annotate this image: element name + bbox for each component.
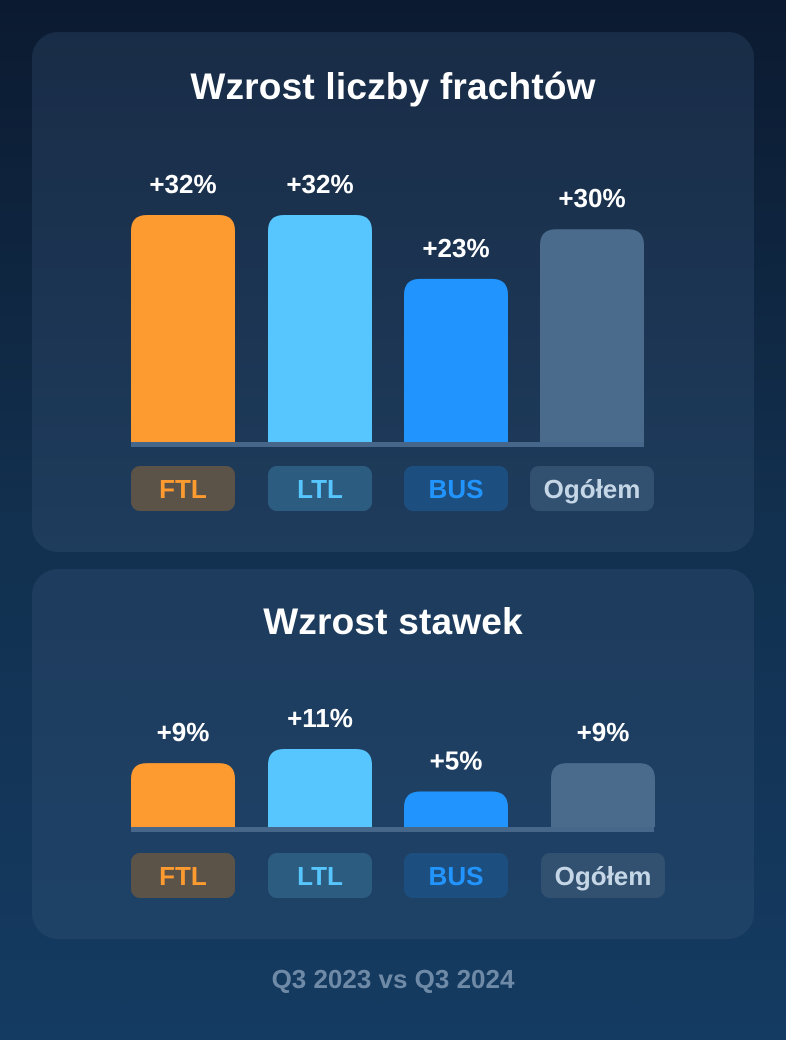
category-label-ltl: LTL: [297, 474, 343, 504]
value-label-total: +30%: [558, 183, 625, 213]
category-label-ltl: LTL: [297, 861, 343, 891]
category-badge-ltl: [268, 466, 372, 511]
bar-ltl: [268, 215, 372, 442]
category-label-total: Ogółem: [544, 474, 641, 504]
chart-baseline: [131, 442, 644, 447]
chart-baseline: [131, 827, 654, 832]
category-badge-ltl: [268, 853, 372, 898]
category-label-ftl: FTL: [159, 861, 207, 891]
value-label-ftl: +32%: [149, 169, 216, 199]
value-label-bus: +23%: [422, 233, 489, 263]
rate-growth-bar-chart: +9% FTL +11% LTL +5% BUS +9% Ogółem: [131, 703, 665, 898]
bar-ftl: [131, 763, 235, 827]
bar-ftl: [131, 215, 235, 442]
category-label-total: Ogółem: [555, 861, 652, 891]
category-label-bus: BUS: [429, 474, 484, 504]
category-label-bus: BUS: [429, 861, 484, 891]
value-label-ltl: +11%: [287, 703, 353, 733]
freight-volume-bar-chart: +32% FTL +32% LTL +23% BUS +30% Ogółem: [131, 169, 654, 511]
category-badge-total: [541, 853, 665, 898]
category-badge-bus: [404, 466, 508, 511]
category-badge-ftl: [131, 853, 235, 898]
value-label-ltl: +32%: [286, 169, 353, 199]
value-label-total: +9%: [577, 717, 630, 747]
value-label-bus: +5%: [430, 746, 483, 776]
bar-ltl: [268, 749, 372, 827]
category-label-ftl: FTL: [159, 474, 207, 504]
bar-total: [551, 763, 655, 827]
bar-bus: [404, 791, 508, 827]
bar-total: [540, 229, 644, 442]
bar-bus: [404, 278, 508, 442]
rate-growth-chart-card: Wzrost stawek +9% FTL +11% LTL +5% BUS +9% Ogół…: [32, 569, 754, 939]
category-badge-bus: [404, 853, 508, 898]
period-caption: Q3 2023 vs Q3 2024: [271, 964, 515, 994]
category-badge-ftl: [131, 466, 235, 511]
chart-title: Wzrost stawek: [263, 601, 523, 642]
freight-volume-chart-card: Wzrost liczby frachtów +32% FTL +32% LTL +23…: [32, 32, 754, 552]
value-label-ftl: +9%: [157, 717, 210, 747]
category-badge-total: [530, 466, 654, 511]
chart-title: Wzrost liczby frachtów: [190, 66, 596, 107]
